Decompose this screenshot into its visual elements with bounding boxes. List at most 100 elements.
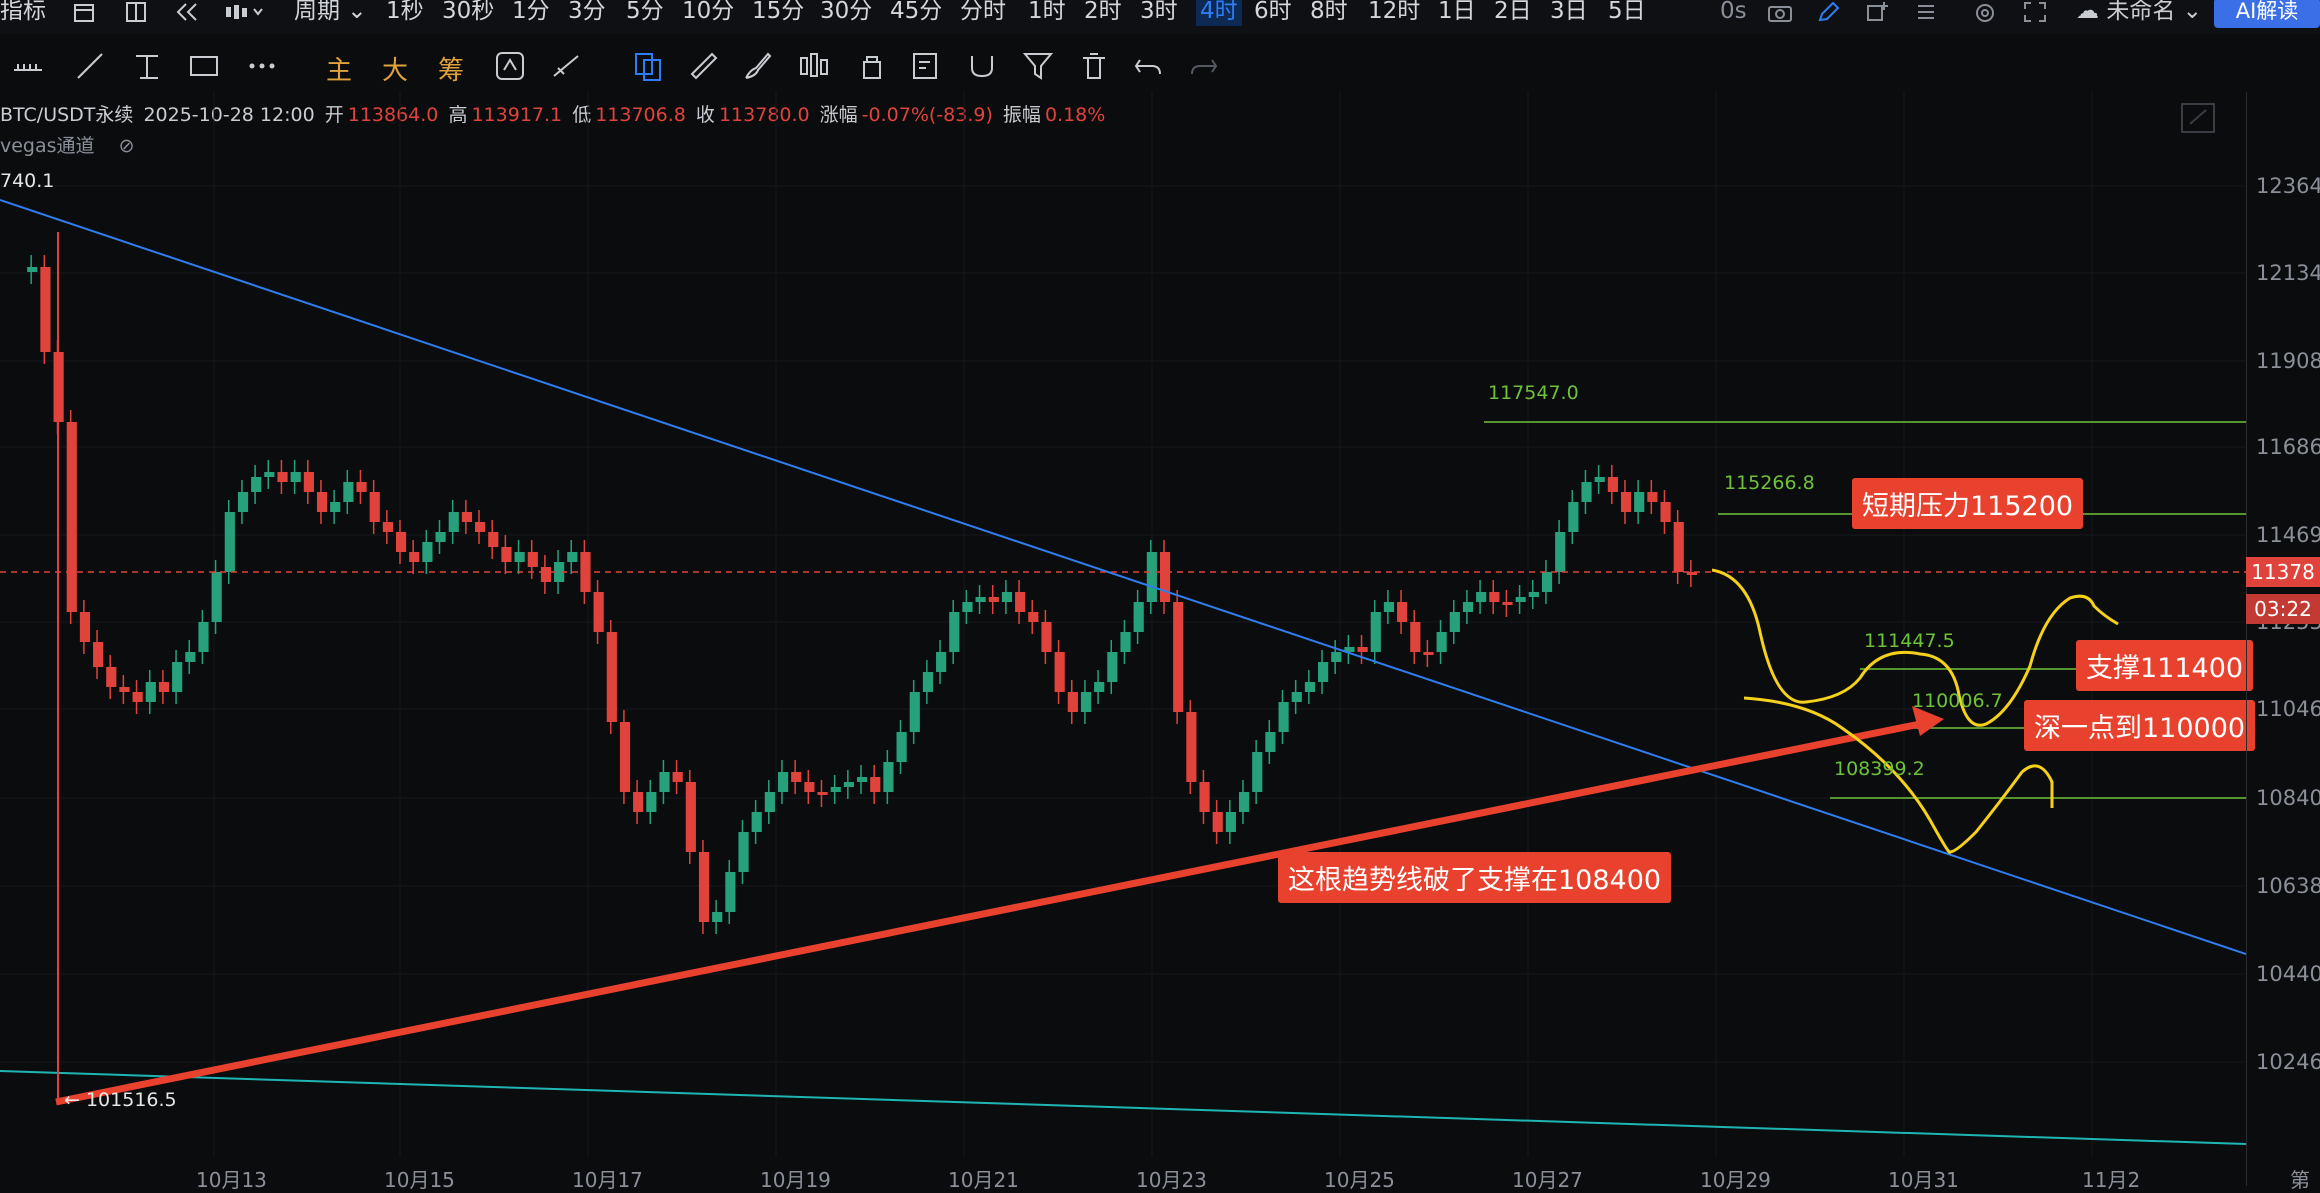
rectangle-tool-icon[interactable] [188, 50, 220, 82]
annotation-support[interactable]: 支撑111400 [2076, 640, 2254, 691]
annotation-resistance[interactable]: 短期压力115200 [1852, 478, 2084, 529]
interval-2h[interactable]: 2时 [1084, 0, 1122, 24]
text-tool-icon[interactable] [132, 50, 164, 82]
magnet-icon[interactable] [966, 50, 998, 82]
trash-icon[interactable] [1078, 50, 1110, 82]
level-label-111447: 111447.5 [1864, 630, 1955, 652]
candle-body [659, 772, 670, 792]
period-menu[interactable]: 周期 ⌄ [294, 0, 367, 24]
interval-3h[interactable]: 3时 [1140, 0, 1178, 24]
candle-body [369, 492, 380, 522]
add-window-icon[interactable] [1866, 2, 1888, 28]
candle-body [290, 472, 301, 482]
camera-icon[interactable] [1768, 2, 1792, 28]
interval-4h[interactable]: 4时 [1196, 0, 1242, 26]
candle-body [1620, 492, 1632, 512]
interval-5d[interactable]: 5日 [1608, 0, 1646, 24]
main-chart-toggle[interactable]: 主 [326, 56, 353, 86]
interval-6h[interactable]: 6时 [1254, 0, 1292, 24]
interval-1d[interactable]: 1日 [1438, 0, 1476, 24]
ruler-icon[interactable] [12, 50, 44, 82]
bars-icon[interactable] [798, 50, 830, 82]
ai-interpret-button[interactable]: AI解读 [2214, 0, 2320, 28]
interval-5m[interactable]: 5分 [626, 0, 664, 24]
brush-icon[interactable] [742, 50, 774, 82]
candle-body [1344, 647, 1355, 652]
annotation-trendline[interactable]: 这根趋势线破了支撑在108400 [1278, 852, 1672, 903]
interval-1m[interactable]: 1分 [512, 0, 550, 24]
candle-body [698, 852, 710, 922]
interval-45m[interactable]: 45分 [890, 0, 943, 24]
candle-body [40, 267, 51, 352]
candle-body [1397, 602, 1408, 622]
filter-icon[interactable] [1022, 50, 1054, 82]
calendar-icon[interactable] [74, 2, 94, 28]
layout-name-menu[interactable]: ☁ 未命名 ⌄ [2076, 0, 2202, 24]
candle-body [461, 512, 473, 522]
candle-type-icon[interactable] [224, 2, 264, 28]
candle-body [672, 772, 683, 782]
candle-body [224, 512, 235, 572]
interval-8h[interactable]: 8时 [1310, 0, 1348, 24]
forecast-path-yellow-deep [1743, 696, 2054, 854]
interval-10m[interactable]: 10分 [682, 0, 735, 24]
candle-body [1107, 652, 1118, 682]
settings-icon[interactable] [1974, 2, 1996, 28]
interval-timeshare[interactable]: 分时 [960, 0, 1006, 24]
interval-12h[interactable]: 12时 [1368, 0, 1421, 24]
fullscreen-icon[interactable] [2024, 2, 2046, 28]
candle-body [501, 547, 512, 562]
candle-body [1225, 812, 1236, 832]
lock-icon[interactable] [856, 50, 888, 82]
more-tools-icon[interactable] [246, 50, 278, 82]
indicator-menu[interactable]: 指标 [0, 0, 46, 24]
measure-icon[interactable] [550, 50, 582, 82]
candle-body [1660, 502, 1671, 522]
top-toolbar: 指标 周期 ⌄ 1秒 30秒 1分 3分 5分 10分 15分 30分 45分 … [0, 0, 2320, 34]
big-toggle[interactable]: 大 [382, 56, 409, 86]
interval-2d[interactable]: 2日 [1494, 0, 1532, 24]
rewind-icon[interactable] [176, 2, 198, 28]
note-icon[interactable] [910, 50, 942, 82]
candle-body [817, 792, 828, 795]
candle-body [830, 787, 841, 792]
price-axis[interactable] [2246, 92, 2320, 1186]
undo-icon[interactable] [1132, 50, 1164, 82]
list-icon[interactable] [1916, 2, 1936, 28]
candle-body [1080, 692, 1092, 712]
edit-icon[interactable] [1818, 1, 1840, 28]
candle-body [1449, 612, 1460, 632]
interval-3m[interactable]: 3分 [568, 0, 606, 24]
interval-1s[interactable]: 1秒 [386, 0, 424, 24]
candle-body [791, 772, 802, 782]
candle-body [1041, 622, 1052, 652]
price-tick: 11686 [2256, 435, 2320, 459]
date-tick: 10月29 [1700, 1168, 1771, 1192]
indicator-legend[interactable]: vegas通道 ⊘ [0, 135, 135, 157]
chip-toggle[interactable]: 筹 [438, 56, 465, 86]
copy-icon[interactable] [632, 50, 664, 82]
line-tool-icon[interactable] [74, 50, 106, 82]
replay-icon[interactable] [494, 50, 526, 82]
redo-icon[interactable] [1188, 50, 1220, 82]
interval-30s[interactable]: 30秒 [442, 0, 495, 24]
interval-30m[interactable]: 30分 [820, 0, 873, 24]
eye-hidden-icon[interactable]: ⊘ [118, 135, 135, 157]
low-marker-label: ← 101516.5 [64, 1089, 177, 1111]
interval-1h[interactable]: 1时 [1028, 0, 1066, 24]
interval-15m[interactable]: 15分 [752, 0, 805, 24]
interval-3d[interactable]: 3日 [1550, 0, 1588, 24]
chart-canvas[interactable] [0, 92, 2246, 1186]
price-tick: 10440 [2256, 962, 2320, 986]
drawing-toolbar [0, 42, 2320, 92]
annotation-deep-support[interactable]: 深一点到110000 [2024, 700, 2256, 751]
ruler-tool-icon[interactable] [688, 50, 720, 82]
symbol-label: BTC/USDT永续 [0, 104, 134, 126]
candle-body [1054, 652, 1065, 692]
candle-body [1015, 592, 1026, 612]
layout-icon[interactable] [126, 2, 146, 28]
candle-body [1581, 482, 1592, 502]
candle-body [1410, 622, 1421, 652]
candle-body [567, 552, 578, 562]
